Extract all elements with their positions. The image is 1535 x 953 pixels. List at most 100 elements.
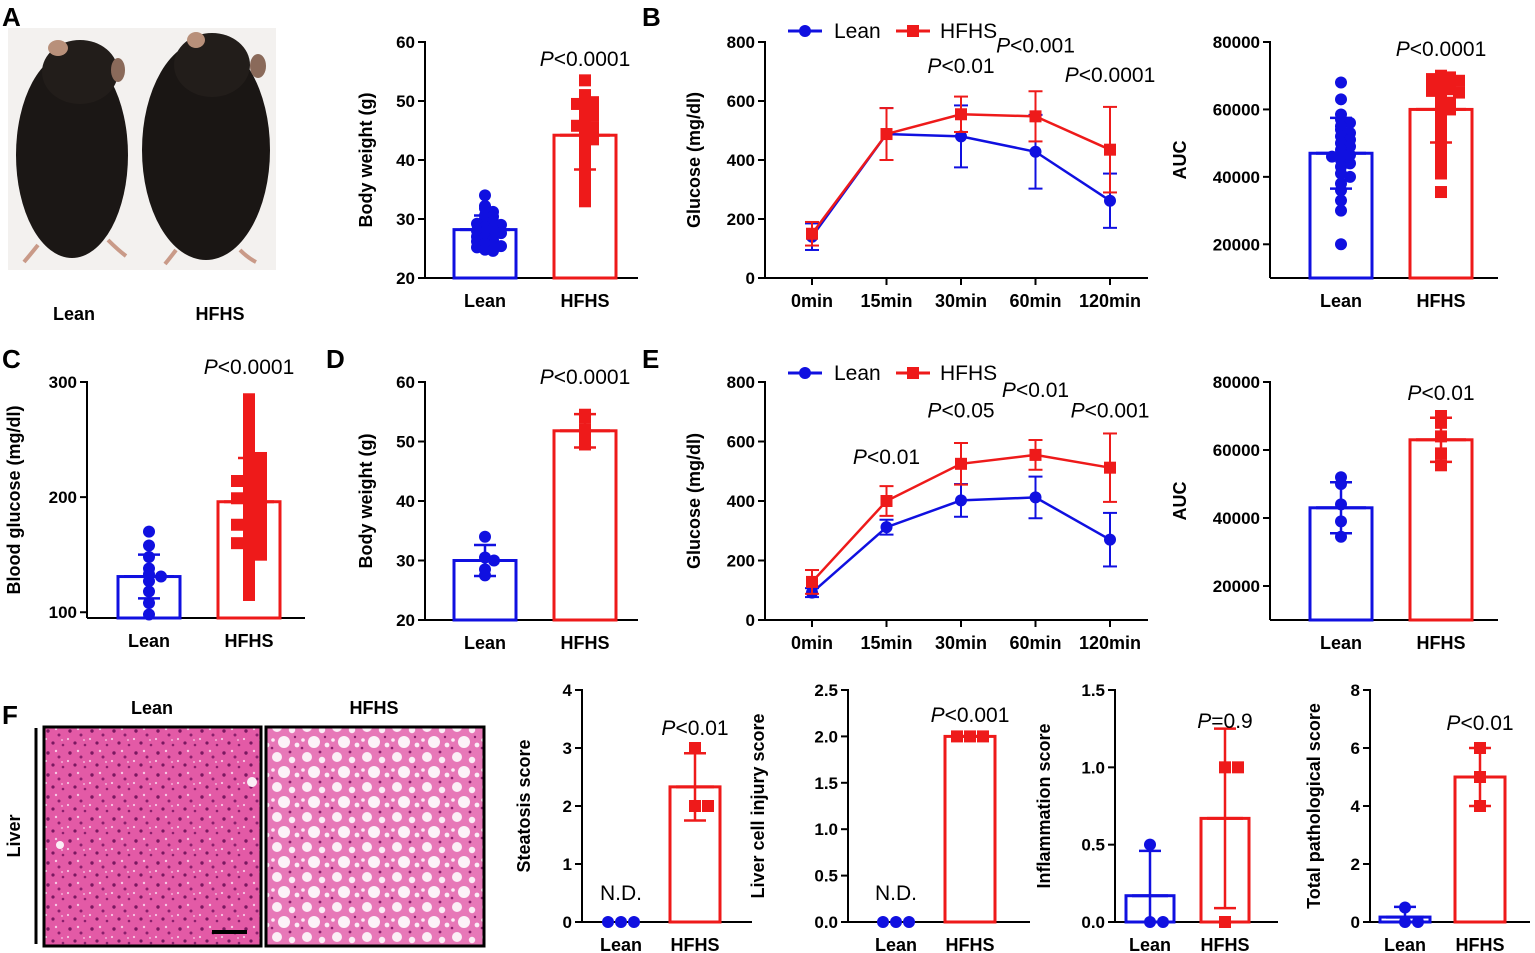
e_auc-ytick-label: 20000 <box>1213 577 1260 596</box>
mouse-photo <box>8 28 276 270</box>
d_body_weight-xtick-label-lean: Lean <box>464 633 506 653</box>
f_steatosis-point-hfhs <box>689 742 701 754</box>
f_inflammation-pvalue: P=0.9 <box>1197 710 1252 733</box>
b_auc-xtick-label-hfhs: HFHS <box>1417 291 1466 311</box>
panel-letter-d: D <box>326 344 345 374</box>
e_gtt-ytick-label: 200 <box>727 552 755 571</box>
c_blood_glucose-pvalue: P<0.0001 <box>204 356 295 379</box>
f_steatosis-xtick-label-lean: Lean <box>600 935 642 953</box>
b_gtt-ytick-label: 400 <box>727 151 755 170</box>
b_auc-point-lean <box>1335 204 1347 217</box>
f_total-ytick-label: 6 <box>1351 739 1360 758</box>
lean-mouse-image <box>16 40 128 264</box>
a_body_weight-ytick-label: 30 <box>396 210 415 229</box>
b_gtt-ytick-label: 800 <box>727 33 755 52</box>
b_gtt-point-hfhs <box>1104 143 1116 156</box>
f_total-xtick-label-lean: Lean <box>1384 935 1426 953</box>
a_body_weight-point-lean <box>495 240 507 253</box>
b_auc-point-lean <box>1344 116 1356 129</box>
e_gtt-point-lean <box>1104 533 1116 546</box>
a_body_weight-point-lean <box>479 189 491 202</box>
f_injury-point-lean <box>877 916 889 928</box>
legend-e: Lean HFHS <box>788 362 997 385</box>
b_gtt-point-hfhs <box>955 108 967 121</box>
b_auc-point-lean <box>1335 93 1347 106</box>
f_steatosis-point-lean <box>628 916 640 928</box>
b_auc-point-lean <box>1335 238 1347 251</box>
f_injury-bar-hfhs <box>943 734 997 924</box>
f_injury-xtick-label-hfhs: HFHS <box>946 935 995 953</box>
c_blood_glucose-point-hfhs <box>231 475 243 488</box>
b_gtt-pvalue: P<0.01 <box>927 55 994 78</box>
a_body_weight-ytick-label: 40 <box>396 151 415 170</box>
histology-col-lean: Lean <box>131 698 173 718</box>
b_auc-ytick-label: 40000 <box>1213 168 1260 187</box>
f_inflammation-ytick-label: 0.0 <box>1081 913 1105 932</box>
e_gtt-point-lean <box>955 494 967 507</box>
he-image-lean <box>42 725 263 948</box>
f_injury-ytick-label: 1.5 <box>814 774 838 793</box>
chart-b_gtt: 0 200 400 600 800 Glucose (mg/dl) 0min 15min 30m… <box>684 33 1155 311</box>
a_body_weight-ytick-label: 60 <box>396 33 415 52</box>
b_auc-xtick-label-lean: Lean <box>1320 291 1362 311</box>
legend-b-lean-marker <box>799 25 811 37</box>
c_blood_glucose-point-hfhs <box>231 537 243 550</box>
legend-b: Lean HFHS <box>788 20 997 43</box>
e_gtt-xtick-label: 0min <box>791 633 833 653</box>
f_injury-pvalue: P<0.001 <box>931 704 1010 727</box>
chart-a_body_weight: 20 30 40 50 60 Body weight (g) Lean HFHS P<0.000… <box>356 33 638 311</box>
legend-b-hfhs-label: HFHS <box>940 20 997 43</box>
e_gtt-pvalue: P<0.001 <box>1071 400 1150 423</box>
c_blood_glucose-point-hfhs <box>231 518 243 531</box>
b_gtt-point-lean <box>955 130 967 143</box>
a_body_weight-pvalue: P<0.0001 <box>540 48 631 71</box>
panel-letter-a: A <box>2 2 21 32</box>
e_auc-xtick-label-hfhs: HFHS <box>1417 633 1466 653</box>
hfhs-mouse-image <box>142 32 270 266</box>
a_body_weight-point-hfhs <box>579 74 591 87</box>
f_inflammation-ytick-label: 1.0 <box>1081 758 1105 777</box>
e_gtt-ytick-label: 800 <box>727 373 755 392</box>
b_auc-point-lean <box>1335 194 1347 207</box>
e_gtt-point-hfhs <box>806 575 818 588</box>
b_auc-point-hfhs <box>1453 86 1465 99</box>
histology-row-label: Liver <box>4 814 24 857</box>
e_gtt-xtick-label: 60min <box>1009 633 1061 653</box>
f_steatosis-point-hfhs <box>702 800 714 812</box>
f_steatosis-point-lean <box>602 916 614 928</box>
a_body_weight-xtick-label-lean: Lean <box>464 291 506 311</box>
chart-b_auc: 20000 40000 60000 80000 AUC Lean HFHS P<0.0001 <box>1170 33 1498 311</box>
e_auc-ytick-label: 80000 <box>1213 373 1260 392</box>
photo-label-lean: Lean <box>53 304 95 324</box>
b_gtt-pvalue: P<0.001 <box>996 34 1075 57</box>
b_auc-point-lean <box>1344 170 1356 183</box>
f_steatosis-ylabel: Steatosis score <box>514 739 534 872</box>
c_blood_glucose-point-lean <box>143 597 155 610</box>
f_steatosis-ytick-label: 1 <box>563 855 572 874</box>
f_inflammation-point-hfhs <box>1219 916 1231 928</box>
a_body_weight-point-hfhs <box>571 119 583 132</box>
f_injury-nd-label: N.D. <box>875 882 917 905</box>
e_gtt-ytick-label: 0 <box>746 611 755 630</box>
b_gtt-xtick-label: 120min <box>1079 291 1141 311</box>
e_gtt-pvalue: P<0.01 <box>853 446 920 469</box>
legend-b-hfhs-marker <box>907 25 919 37</box>
e_gtt-pvalue: P<0.05 <box>927 400 994 423</box>
a_body_weight-point-hfhs <box>579 195 591 208</box>
chart-d_body_weight: 20 30 40 50 60 Body weight (g) Lean HFHS P<0.000… <box>356 366 638 653</box>
c_blood_glucose-ytick-label: 300 <box>49 373 77 392</box>
f_total-pvalue: P<0.01 <box>1446 712 1513 735</box>
f_steatosis-pvalue: P<0.01 <box>661 717 728 740</box>
e_auc-xtick-label-lean: Lean <box>1320 633 1362 653</box>
he-image-hfhs <box>264 725 486 948</box>
b_auc-point-lean <box>1344 140 1356 153</box>
f_injury-ytick-label: 0.5 <box>814 867 838 886</box>
a_body_weight-ytick-label: 50 <box>396 92 415 111</box>
d_body_weight-point-lean <box>479 530 491 543</box>
e_gtt-point-lean <box>880 521 893 534</box>
b_auc-point-hfhs <box>1435 186 1447 199</box>
d_body_weight-xtick-label-hfhs: HFHS <box>561 633 610 653</box>
f_steatosis-xtick-label-hfhs: HFHS <box>671 935 720 953</box>
